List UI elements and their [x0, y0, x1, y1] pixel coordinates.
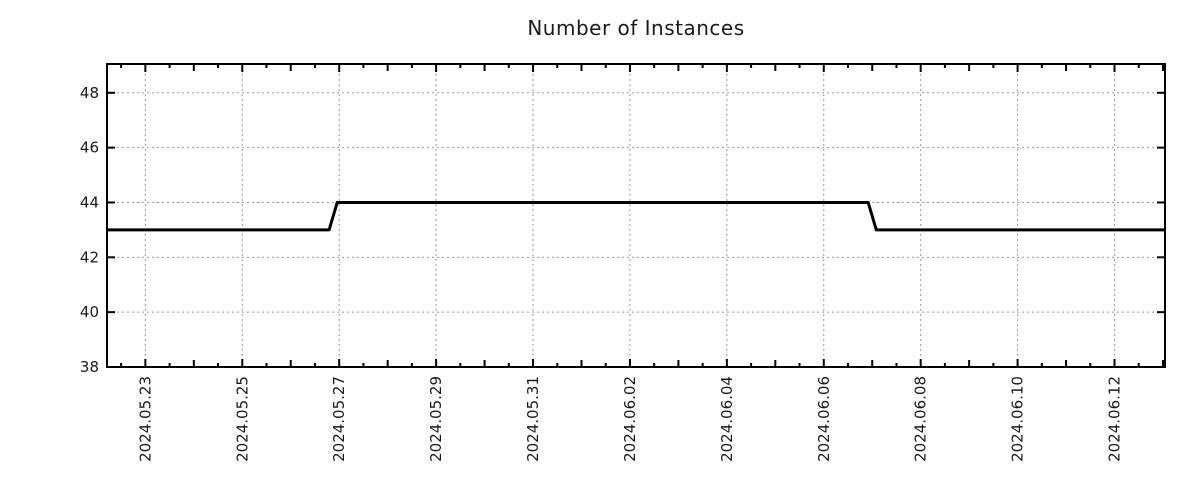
y-tick-label: 40 — [80, 303, 99, 321]
x-tick-label: 2024.06.10 — [1009, 376, 1027, 462]
y-tick-label: 42 — [80, 248, 99, 266]
plot-border — [106, 63, 1166, 368]
y-tick-label: 46 — [80, 139, 99, 157]
x-tick-label: 2024.06.12 — [1106, 376, 1124, 462]
chart-title: Number of Instances — [527, 16, 745, 40]
x-tick-label: 2024.06.02 — [621, 376, 639, 462]
series-line-instances — [107, 201, 1165, 232]
x-tick-label: 2024.05.23 — [136, 376, 154, 462]
x-tick-label: 2024.05.31 — [524, 376, 542, 462]
x-tick-label: 2024.06.06 — [815, 376, 833, 462]
x-tick-label: 2024.05.29 — [427, 376, 445, 462]
x-tick-label: 2024.05.27 — [330, 376, 348, 462]
y-tick-label: 48 — [80, 84, 99, 102]
y-tick-label: 38 — [80, 358, 99, 376]
x-tick-label: 2024.06.08 — [912, 376, 930, 462]
x-tick-label: 2024.05.25 — [233, 376, 251, 462]
x-tick-label: 2024.06.04 — [718, 376, 736, 462]
y-tick-label: 44 — [80, 193, 99, 211]
